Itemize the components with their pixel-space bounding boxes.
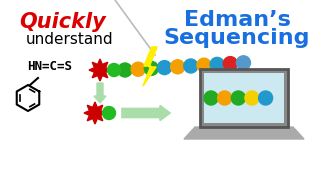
Polygon shape <box>84 102 106 124</box>
Text: Quickly: Quickly <box>20 12 106 32</box>
Circle shape <box>245 91 259 105</box>
Polygon shape <box>89 59 111 81</box>
Circle shape <box>144 61 158 75</box>
Text: Sequencing: Sequencing <box>164 28 310 48</box>
Circle shape <box>102 107 116 120</box>
Circle shape <box>223 57 237 71</box>
Text: Edman’s: Edman’s <box>184 10 291 30</box>
Circle shape <box>197 58 211 72</box>
FancyBboxPatch shape <box>204 73 284 123</box>
Circle shape <box>118 63 132 77</box>
FancyBboxPatch shape <box>200 69 288 127</box>
Text: understand: understand <box>26 33 114 48</box>
Circle shape <box>131 62 145 76</box>
Circle shape <box>210 57 224 71</box>
FancyArrow shape <box>122 105 170 120</box>
Circle shape <box>204 91 218 105</box>
Polygon shape <box>184 127 304 139</box>
Circle shape <box>259 91 273 105</box>
Circle shape <box>171 60 185 74</box>
Circle shape <box>236 56 251 70</box>
Circle shape <box>184 59 198 73</box>
Circle shape <box>218 91 232 105</box>
Polygon shape <box>143 47 157 86</box>
Text: HN=C=S: HN=C=S <box>28 60 73 73</box>
Circle shape <box>231 91 245 105</box>
FancyArrow shape <box>94 83 106 103</box>
Circle shape <box>108 64 121 76</box>
Circle shape <box>157 61 172 75</box>
